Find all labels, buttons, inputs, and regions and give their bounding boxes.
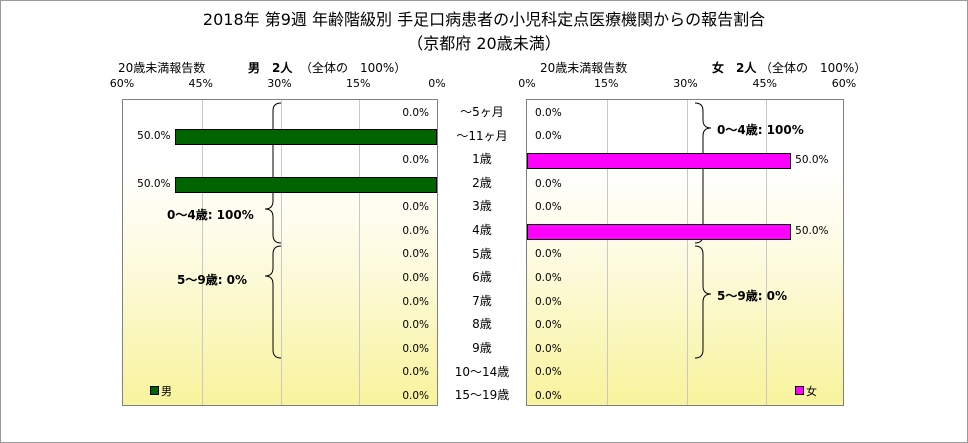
female-data-label: 0.0% [535,272,562,284]
male-header-total: （全体の 100%） [300,61,407,75]
female-data-label: 0.0% [535,342,562,355]
gridline [686,100,688,405]
female-tick-label: 15% [594,77,619,90]
age-category-label: ～5ヶ月 [460,105,504,119]
male-data-label: 0.0% [402,319,429,332]
age-category-label: 3歳 [472,199,492,214]
male-data-label: 0.0% [402,248,429,261]
female-group-label-0-4: 0～4歳: 100% [717,123,804,137]
male-data-label: 0.0% [402,201,429,214]
male-legend: 男 [150,383,172,399]
female-header-count: 女 2人 [712,61,757,75]
male-plot-area [122,99,438,406]
male-data-label: 50.0% [137,130,171,143]
male-header-label: 20歳未満報告数 [118,61,206,75]
chart-subtitle: （京都府 20歳未満） [407,34,561,53]
female-legend-swatch [795,386,804,395]
female-data-label: 0.0% [535,130,562,143]
age-category-label: 7歳 [472,293,492,308]
male-data-label: 50.0% [137,177,171,190]
age-category-label: 9歳 [472,341,492,355]
chart-title: 2018年 第9週 年齢階級別 手足口病患者の小児科定点医療機関からの報告割合 [202,10,766,29]
male-data-label: 0.0% [402,106,429,119]
male-group-label-5-9: 5～9歳: 0% [177,273,248,287]
female-plot-area [526,99,844,406]
male-brace-0-4 [264,102,282,244]
age-category-label: 15～19歳 [454,388,510,403]
male-data-label: 0.0% [402,154,429,166]
male-group-label-0-4: 0～4歳: 100% [167,208,254,222]
female-tick-label: 30% [673,77,698,90]
male-data-label: 0.0% [402,295,429,308]
male-data-label: 0.0% [402,390,429,402]
male-data-label: 0.0% [402,342,429,355]
gridline [607,100,609,405]
gridline [765,100,767,405]
male-data-label: 0.0% [402,272,429,284]
female-legend: 女 [795,383,817,399]
female-data-label: 0.0% [535,390,562,402]
female-data-label: 0.0% [535,201,562,214]
male-bar [174,176,437,193]
female-data-label: 0.0% [535,106,562,119]
gridline [201,100,203,405]
female-data-label: 0.0% [535,177,562,190]
female-data-label: 0.0% [535,248,562,261]
age-category-label: 10～14歳 [454,364,510,379]
female-bar [527,223,792,240]
female-group-label-5-9: 5～9歳: 0% [717,289,788,303]
male-tick-label: 45% [188,77,213,90]
age-category-label: ～11ヶ月 [456,128,508,143]
female-bar [527,153,792,169]
female-tick-label: 60% [831,77,857,90]
male-legend-swatch [150,386,159,395]
female-brace-5-9 [694,245,712,359]
female-tick-label: 0% [518,77,536,90]
age-category-label: 4歳 [472,223,492,237]
male-brace-5-9 [264,245,282,359]
female-data-label: 0.0% [535,295,562,308]
female-data-label: 0.0% [535,366,562,379]
male-tick-label: 30% [267,77,292,90]
male-header-count: 男 2人 [248,61,293,75]
male-tick-label: 60% [109,77,135,90]
age-category-label: 1歳 [472,152,492,167]
gridline [359,100,361,405]
female-tick-label: 45% [752,77,777,90]
male-data-label: 0.0% [402,224,429,237]
age-category-label: 8歳 [472,317,492,332]
female-data-label: 50.0% [795,224,829,237]
age-category-label: 6歳 [472,270,492,285]
age-category-label: 2歳 [472,175,492,190]
female-data-label: 50.0% [795,154,829,166]
female-header-label: 20歳未満報告数 [540,61,628,75]
male-data-label: 0.0% [402,366,429,379]
female-data-label: 0.0% [535,319,562,332]
male-bar [174,129,437,146]
female-legend-label: 女 [806,385,817,398]
male-tick-label: 0% [428,77,446,90]
female-header-total: （全体の 100%） [760,61,867,75]
male-tick-label: 15% [346,77,371,90]
gridline [280,100,282,405]
female-brace-0-4 [694,102,712,244]
age-category-label: 5歳 [472,246,492,261]
male-legend-label: 男 [161,385,172,398]
